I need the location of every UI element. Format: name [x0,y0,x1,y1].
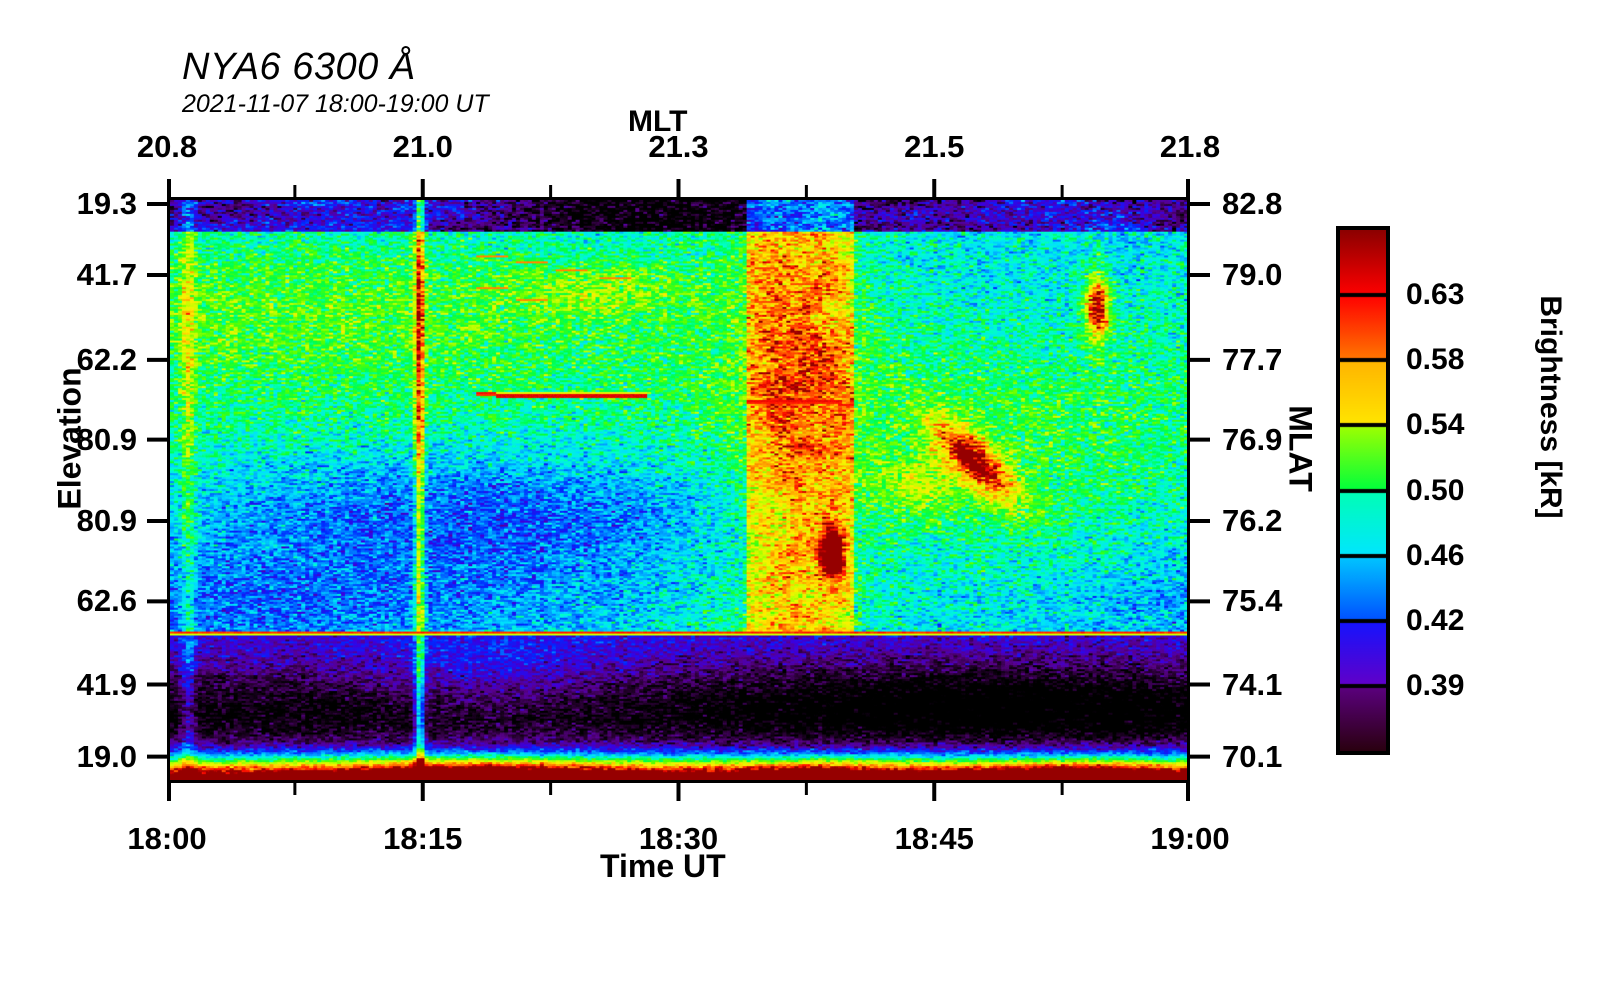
right-tick-7: 70.1 [1222,738,1283,774]
left-tick-2: 62.2 [76,341,137,377]
top-tick-0: 20.8 [136,129,198,164]
colorbar-tick-0: 0.63 [1406,278,1465,312]
plot-subtitle: 2021-11-07 18:00-19:00 UT [182,90,489,118]
right-tick-6: 74.1 [1222,666,1283,702]
colorbar-tick-3: 0.50 [1406,473,1465,507]
colorbar-tick-6: 0.39 [1406,668,1465,702]
right-tick-2: 77.7 [1222,341,1283,377]
plot-title: NYA6 6300 Å [182,46,416,88]
bottom-tick-2: 18:30 [638,821,719,856]
top-tick-4: 21.8 [1159,129,1221,164]
bottom-tick-4: 19:00 [1150,821,1230,856]
top-tick-1: 21.0 [392,129,453,164]
bottom-axis-title: Time UT [600,848,726,884]
left-tick-1: 41.7 [76,256,137,292]
top-axis-label: MLT [628,105,688,138]
left-tick-3: 80.9 [76,421,137,457]
left-tick-5: 62.6 [76,583,137,619]
keogram-image [170,200,1187,780]
right-tick-0: 82.8 [1222,186,1283,222]
right-tick-1: 79.0 [1222,256,1283,292]
left-tick-0: 19.3 [76,186,137,222]
bottom-tick-1: 18:15 [383,821,463,856]
colorbar-tick-4: 0.46 [1406,538,1465,572]
left-tick-4: 80.9 [76,503,137,539]
top-tick-3: 21.5 [904,129,965,164]
colorbar-tick-1: 0.58 [1406,343,1465,377]
top-tick-2: 21.3 [648,129,709,164]
colorbar-axis-title: Brightness [kR] [1534,295,1567,519]
right-axis-title: MLAT [1282,405,1319,492]
colorbar-tick-2: 0.54 [1406,408,1465,442]
colorbar[interactable] [1336,226,1390,755]
colorbar-tick-5: 0.42 [1406,603,1465,637]
left-tick-7: 19.0 [76,738,137,774]
right-tick-5: 75.4 [1222,583,1283,619]
bottom-tick-3: 18:45 [894,821,974,856]
right-tick-4: 76.2 [1222,503,1283,539]
left-tick-6: 41.9 [76,666,137,702]
right-tick-3: 76.9 [1222,421,1283,457]
bottom-tick-0: 18:00 [127,821,207,856]
colorbar-gradient [1340,230,1386,751]
keogram-panel[interactable] [167,197,1190,783]
